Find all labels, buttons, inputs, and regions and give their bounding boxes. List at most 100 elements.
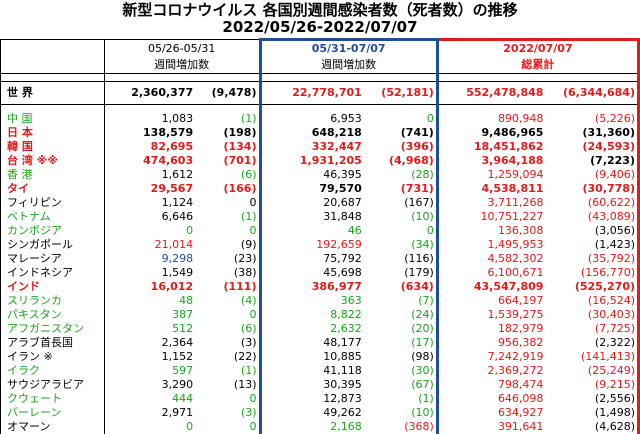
- total-deaths: (7,223): [545, 154, 640, 168]
- period-a-deaths: (23): [233, 252, 257, 265]
- total-deaths: (43,089): [545, 210, 640, 224]
- total-deaths: (7,725): [545, 322, 640, 336]
- country-name: バーレーン: [0, 406, 105, 420]
- page-title: 新型コロナウイルス 各国別週間感染者数（死者数）の推移: [122, 1, 518, 19]
- period-b-deaths: 0: [363, 112, 439, 126]
- period-b-cases: 79,570: [258, 182, 364, 196]
- period-a-subheader: 週間増加数: [103, 57, 260, 74]
- total-cases: 10,751,227: [435, 210, 546, 224]
- header-row-subs: 週間増加数 週間増加数 総累計: [0, 57, 640, 74]
- total-cases: 2,369,272: [435, 364, 546, 378]
- period-a-deaths: (13): [233, 378, 257, 391]
- period-b-cases: 1,931,205: [258, 154, 364, 168]
- table-row: パキスタン 387 0 8,822 (24) 1,539,275 (30,403): [0, 308, 640, 322]
- total-cases: 182,979: [435, 322, 546, 336]
- period-a-deaths: (6): [240, 322, 257, 335]
- table-row: シンガポール 21,014 (9) 192,659 (34) 1,495,953 (1,42…: [0, 238, 640, 252]
- period-b-cases: 41,118: [258, 364, 364, 378]
- country-name: パキスタン: [0, 308, 105, 322]
- period-b-deaths: 0: [363, 224, 439, 238]
- period-b-cases: 2,168: [258, 420, 364, 434]
- period-a-cases: 597: [103, 364, 196, 378]
- period-a-deaths: (4): [240, 294, 257, 307]
- table-row: クウェート 444 0 12,873 (1) 646,098 (2,556): [0, 392, 640, 406]
- period-b-deaths: (741): [363, 126, 439, 140]
- period-c-header: 2022/07/07: [435, 38, 640, 57]
- period-b-cases: 386,977: [258, 280, 364, 294]
- total-deaths: (30,403): [545, 308, 640, 322]
- country-name: ベトナム: [0, 210, 105, 224]
- table-row: インド 16,012 (111) 386,977 (634) 43,547,809 (525…: [0, 280, 640, 294]
- total-deaths: (24,593): [545, 140, 640, 154]
- period-a-deaths: (111): [223, 280, 257, 293]
- country-name: 中 国: [0, 112, 105, 126]
- total-deaths: (16,524): [545, 294, 640, 308]
- period-a-cases: 21,014: [103, 238, 196, 252]
- period-b-cases: 192,659: [258, 238, 364, 252]
- total-deaths: (3,056): [545, 224, 640, 238]
- total-cases: 890,948: [435, 112, 546, 126]
- period-a-cases: 444: [103, 392, 196, 406]
- period-b-header: 05/31-07/07: [258, 38, 439, 57]
- period-a-cases: 2,971: [103, 406, 196, 420]
- period-b-deaths: (368): [363, 420, 439, 434]
- table-row: フィリピン 1,124 0 20,687 (167) 3,711,268 (60,622): [0, 196, 640, 210]
- country-name: アラブ首長国: [0, 336, 105, 350]
- total-deaths: (60,622): [545, 196, 640, 210]
- table-row: イラン ※ 1,152 (22) 10,885 (98) 7,242,919 (141,41…: [0, 350, 640, 364]
- period-a-deaths: (1): [240, 210, 257, 223]
- period-c-subheader: 総累計: [435, 57, 640, 74]
- period-b-cases: 75,792: [258, 252, 364, 266]
- period-b-deaths: (34): [363, 238, 439, 252]
- period-a-cases: 387: [103, 308, 196, 322]
- period-a-deaths: (198): [223, 126, 257, 139]
- period-a-deaths: (38): [233, 266, 257, 279]
- country-name: サウジアラビア: [0, 378, 105, 392]
- total-cases: 4,582,302: [435, 252, 546, 266]
- period-a-deaths: 0: [249, 420, 257, 433]
- period-a-cases: 3,290: [103, 378, 196, 392]
- total-cases: 664,197: [435, 294, 546, 308]
- country-name: イラン ※: [0, 350, 105, 364]
- period-b-cases: 10,885: [258, 350, 364, 364]
- table-row: スリランカ 48 (4) 363 (7) 664,197 (16,524): [0, 294, 640, 308]
- world-a-deaths: (9,478): [195, 81, 260, 105]
- period-b-cases: 648,218: [258, 126, 364, 140]
- period-a-cases: 138,579: [103, 126, 196, 140]
- period-b-deaths: (4,968): [363, 154, 439, 168]
- total-cases: 3,964,188: [435, 154, 546, 168]
- total-deaths: (9,406): [545, 168, 640, 182]
- country-name: インド: [0, 280, 105, 294]
- total-deaths: (25,249): [545, 364, 640, 378]
- total-deaths: (1,498): [545, 406, 640, 420]
- period-b-cases: 46: [258, 224, 364, 238]
- period-a-deaths: (9): [240, 238, 257, 251]
- period-a-deaths: (1): [240, 112, 257, 125]
- total-deaths: (2,322): [545, 336, 640, 350]
- total-cases: 1,259,094: [435, 168, 546, 182]
- table-row: アフガニスタン 512 (6) 2,632 (20) 182,979 (7,725): [0, 322, 640, 336]
- period-a-deaths: 0: [249, 224, 257, 237]
- table-row: サウジアラビア 3,290 (13) 30,395 (67) 798,474 (9,215): [0, 378, 640, 392]
- total-cases: 3,711,268: [435, 196, 546, 210]
- period-b-deaths: (17): [363, 336, 439, 350]
- period-a-cases: 29,567: [103, 182, 196, 196]
- period-a-cases: 1,152: [103, 350, 196, 364]
- period-a-deaths: (22): [233, 350, 257, 363]
- country-name: アフガニスタン: [0, 322, 105, 336]
- period-a-cases: 48: [103, 294, 196, 308]
- total-deaths: (5,226): [545, 112, 640, 126]
- period-b-cases: 12,873: [258, 392, 364, 406]
- period-a-deaths: (3): [240, 336, 257, 349]
- world-label: 世 界: [0, 81, 105, 105]
- period-b-cases: 48,177: [258, 336, 364, 350]
- total-deaths: (35,792): [545, 252, 640, 266]
- country-name: 香 港: [0, 168, 105, 182]
- total-deaths: (30,778): [545, 182, 640, 196]
- period-b-cases: 46,395: [258, 168, 364, 182]
- total-deaths: (141,413): [545, 350, 640, 364]
- total-deaths: (4,628): [545, 420, 640, 434]
- world-b-cases: 22,778,701: [258, 81, 364, 105]
- table-row: マレーシア 9,298 (23) 75,792 (116) 4,582,302 (35,79…: [0, 252, 640, 266]
- period-a-cases: 0: [103, 224, 196, 238]
